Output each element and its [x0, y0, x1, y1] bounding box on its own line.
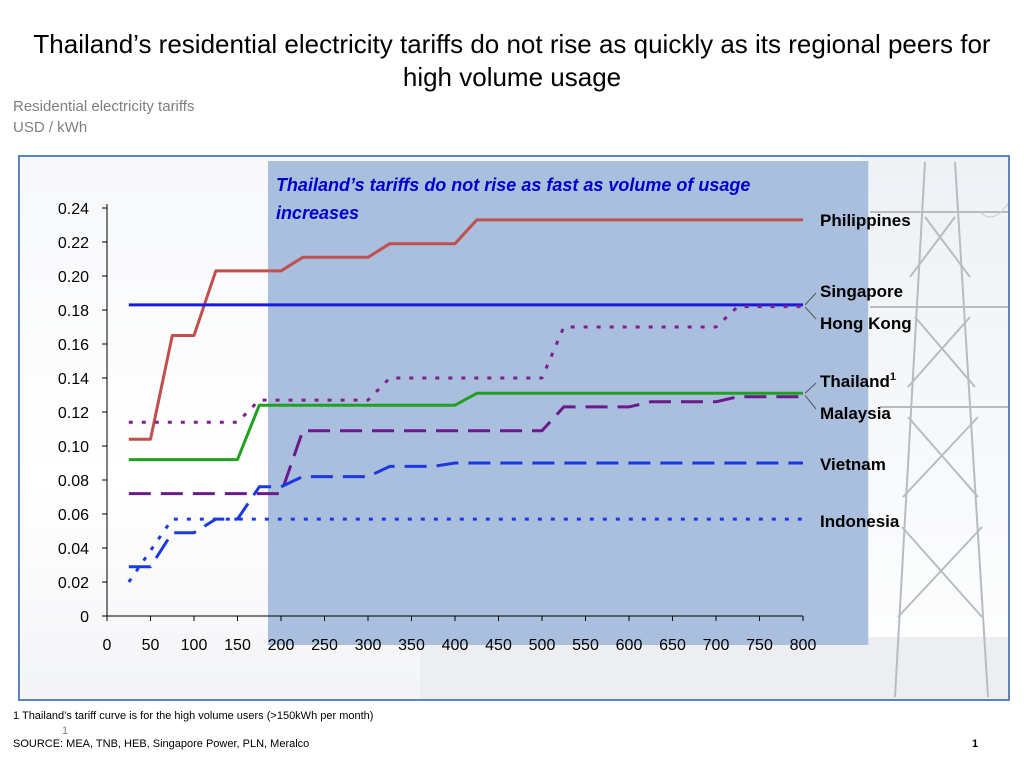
x-tick-label: 650 — [659, 637, 686, 654]
transmission-tower-illustration — [420, 157, 1008, 699]
label-connector — [804, 292, 817, 306]
slide-mark: 1 — [62, 725, 69, 737]
page-number: 1 — [972, 738, 979, 750]
x-tick-label: 300 — [355, 637, 382, 654]
series-label-vietnam: Vietnam — [820, 455, 886, 474]
series-label-malaysia: Malaysia — [820, 404, 891, 423]
y-tick-label: 0.22 — [58, 235, 89, 252]
x-tick-label: 400 — [442, 637, 469, 654]
series-labels: Philippines Singapore Hong Kong Thailand1 Ma… — [804, 211, 912, 531]
y-tick-label: 0.06 — [58, 507, 89, 524]
series-line-philippines — [128, 218, 803, 441]
x-tick-label: 700 — [703, 637, 730, 654]
label-superscript: 1 — [890, 371, 896, 383]
y-tick-label: 0.12 — [58, 405, 89, 422]
chart-axes: 0 0.02 0.04 0.06 0.08 0.10 0.12 0.14 0.16 0.18 0.2… — [58, 201, 817, 654]
footnote: 1 Thailand’s tariff curve is for the hig… — [13, 710, 374, 722]
chart-subtitle: Residential electricity tariffs USD / kW… — [13, 96, 194, 138]
label-connector — [804, 394, 817, 410]
annotation-band — [267, 161, 869, 645]
x-tick-label: 200 — [268, 637, 295, 654]
y-tick-label: 0.10 — [58, 439, 89, 456]
x-tick-label: 500 — [529, 637, 556, 654]
y-tick-label: 0.14 — [58, 371, 89, 388]
series-label-indonesia: Indonesia — [820, 512, 900, 531]
y-tick-label: 0.08 — [58, 473, 89, 490]
series-line-vietnam — [128, 461, 803, 569]
source-note: SOURCE: MEA, TNB, HEB, Singapore Power, … — [13, 738, 310, 750]
series-label-hong-kong: Hong Kong — [820, 314, 912, 333]
x-tick-label: 250 — [311, 637, 338, 654]
y-tick-label: 0.24 — [58, 201, 89, 218]
series-line-malaysia — [128, 395, 803, 496]
y-tick-label: 0.04 — [58, 541, 89, 558]
series-layer — [127, 218, 803, 583]
subtitle-measure: Residential electricity tariffs — [13, 98, 195, 115]
label-connector — [804, 306, 817, 320]
tariff-line-chart: 0 0.02 0.04 0.06 0.08 0.10 0.12 0.14 0.16 0.18 0.2… — [58, 157, 1008, 699]
series-line-indonesia — [127, 517, 803, 583]
x-tick-label: 150 — [224, 637, 251, 654]
x-tick-label: 450 — [485, 637, 512, 654]
series-label-thailand: Thailand1 — [820, 371, 896, 391]
series-label-philippines: Philippines — [820, 211, 911, 230]
x-tick-label: 100 — [181, 637, 208, 654]
series-label-singapore: Singapore — [820, 282, 903, 301]
page-title: Thailand’s residential electricity tarif… — [33, 29, 991, 92]
y-tick-label: 0.18 — [58, 303, 89, 320]
x-tick-label: 800 — [790, 637, 817, 654]
x-tick-label: 50 — [142, 637, 160, 654]
x-tick-label: 350 — [398, 637, 425, 654]
chart-frame: 0 0.02 0.04 0.06 0.08 0.10 0.12 0.14 0.16 0.18 0.2… — [18, 155, 1010, 701]
annotation-text-line2: increases — [276, 203, 359, 223]
y-tick-label: 0.20 — [58, 269, 89, 286]
subtitle-unit: USD / kWh — [13, 119, 88, 136]
y-tick-label: 0.16 — [58, 337, 89, 354]
y-tick-label: 0 — [80, 609, 89, 626]
x-tick-label: 0 — [103, 637, 112, 654]
x-tick-label: 600 — [616, 637, 643, 654]
annotation-text-line1: Thailand’s tariffs do not rise as fast a… — [276, 175, 750, 195]
y-tick-label: 0.02 — [58, 575, 89, 592]
x-tick-label: 550 — [572, 637, 599, 654]
x-tick-label: 750 — [746, 637, 773, 654]
label-connector — [804, 382, 817, 394]
series-line-thailand — [128, 391, 803, 462]
